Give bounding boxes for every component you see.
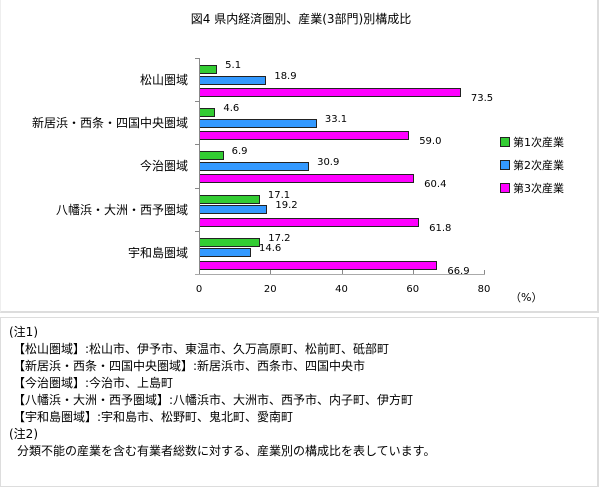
data-label: 73.5 [470,93,494,104]
y-axis [199,58,200,274]
bar-1 [199,151,224,161]
note1-heading: (注1) [9,325,38,339]
note1-line: 【今治圏域】:今治市、上島町 [13,376,174,390]
category-label: 宇和島圏域 [127,245,188,260]
category-label: 松山圏域 [139,73,188,87]
x-tick-label: 0 [195,284,203,295]
chart-title: 図4 県内経済圏別、産業(3部門)別構成比 [190,12,412,26]
bar-2 [199,248,251,258]
chart-panel [0,0,599,313]
data-label: 19.2 [275,200,298,212]
y-tick [195,101,199,103]
data-label: 4.6 [223,103,240,115]
legend-item-tertiary: 第3次産業 [500,176,564,199]
x-tick [270,270,272,275]
y-tick [195,230,199,232]
note1-line: 【八幡浜・大洲・西予圏域】:八幡浜市、大洲市、西予市、内子町、伊方町 [13,393,414,407]
y-tick [195,187,199,189]
note1-line: 【松山圏域】:松山市、伊予市、東温市、久万高原町、松前町、砥部町 [13,342,390,356]
legend-label: 第3次産業 [513,181,564,195]
x-tick [341,270,343,275]
data-label: 33.1 [324,113,348,125]
legend-swatch-icon [500,182,510,193]
bar-3 [199,88,461,97]
x-tick-label: 80 [477,284,491,295]
x-tick-label: 40 [335,284,348,295]
data-label: 14.6 [259,243,282,255]
notes-panel: (注1) 【松山圏域】:松山市、伊予市、東温市、久万高原町、松前町、砥部町 【新… [0,317,599,487]
note1-line: 【宇和島圏域】:宇和島市、松野町、鬼北町、愛南町 [13,410,294,424]
data-label: 30.9 [317,156,340,168]
bar-2 [199,118,317,128]
bar-3 [199,217,420,227]
category-label: 今治圏域 [139,159,188,174]
data-label: 17.2 [268,232,291,244]
y-tick [195,144,199,146]
note2-heading: (注2) [9,427,38,441]
x-axis-unit: （%） [510,291,543,304]
bar-3 [199,174,415,184]
legend-item-primary: 第1次産業 [500,130,564,153]
data-label: 66.9 [447,265,470,277]
y-tick [195,58,199,59]
bar-3 [199,260,438,270]
bar-1 [199,108,216,118]
data-label: 17.1 [267,189,291,201]
legend-swatch-icon [500,136,510,147]
legend-item-secondary: 第2次産業 [500,153,564,176]
bar-2 [199,161,310,171]
x-tick-label: 20 [263,284,277,295]
data-label: 6.9 [231,146,248,158]
category-label: 八幡浜・大洲・西予圏域 [55,202,188,217]
legend: 第1次産業 第2次産業 第3次産業 [500,130,564,199]
bar-1 [199,194,260,204]
category-label: 新居浜・西条・四国中央圏域 [31,116,188,131]
data-label: 60.4 [424,179,447,191]
legend-label: 第1次産業 [513,135,564,149]
data-label: 61.8 [429,222,452,234]
data-label: 18.9 [274,70,297,82]
data-label: 5.1 [225,60,242,71]
x-axis [195,274,485,275]
bar-2 [199,75,267,85]
x-tick-label: 60 [406,284,420,295]
bar-2 [199,205,268,215]
legend-label: 第2次産業 [513,158,564,172]
bar-1 [199,237,261,247]
bar-3 [199,131,410,141]
legend-swatch-icon [500,159,510,170]
x-tick [412,270,414,275]
x-tick [484,270,485,275]
note1-line: 【新居浜・西条・四国中央圏域】:新居浜市、西条市、四国中央市 [13,359,366,373]
note2-text: 分類不能の産業を含む有業者総数に対する、産業別の構成比を表しています。 [17,444,436,458]
data-label: 59.0 [419,136,442,148]
bar-1 [199,65,218,74]
